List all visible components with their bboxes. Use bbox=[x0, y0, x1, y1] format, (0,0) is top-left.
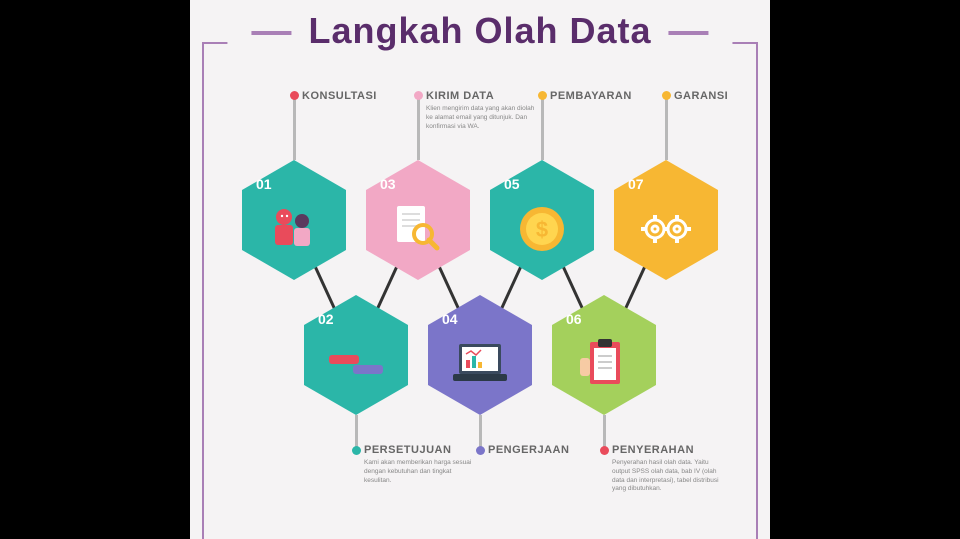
step-hex-07: 07 bbox=[614, 160, 718, 280]
step-desc: Penyerahan hasil olah data. Yaitu output… bbox=[612, 459, 722, 494]
step-hex-01: 01 bbox=[242, 160, 346, 280]
step-label: PEMBAYARAN bbox=[550, 90, 632, 102]
step-number: 01 bbox=[256, 176, 272, 192]
step-desc: Klien mengirim data yang akan diolah ke … bbox=[426, 105, 536, 131]
stem bbox=[355, 415, 358, 450]
step-label: KIRIM DATA bbox=[426, 90, 494, 102]
step-label: GARANSI bbox=[674, 90, 728, 102]
step-label: PENYERAHAN bbox=[612, 444, 694, 456]
page: Langkah Olah Data 01 KONSULTASI 02 PERSETUJ… bbox=[190, 0, 770, 539]
stem-dot bbox=[476, 446, 485, 455]
step-hex-03: 03 bbox=[366, 160, 470, 280]
title-dash-left bbox=[251, 31, 291, 35]
stem-dot bbox=[662, 91, 671, 100]
laptop-icon bbox=[453, 337, 507, 391]
title-text: Langkah Olah Data bbox=[308, 10, 651, 51]
handshake-icon bbox=[329, 337, 383, 391]
stem bbox=[479, 415, 482, 450]
stem-dot bbox=[414, 91, 423, 100]
step-number: 04 bbox=[442, 311, 458, 327]
step-desc: Kami akan memberikan harga sesuai dengan… bbox=[364, 459, 474, 485]
step-label: PENGERJAAN bbox=[488, 444, 569, 456]
step-hex-06: 06 bbox=[552, 295, 656, 415]
svg-text:$: $ bbox=[536, 217, 548, 242]
stem-dot bbox=[600, 446, 609, 455]
coin-icon: $ bbox=[515, 202, 569, 256]
search-doc-icon bbox=[391, 202, 445, 256]
stem-dot bbox=[538, 91, 547, 100]
step-label: KONSULTASI bbox=[302, 90, 377, 102]
stem bbox=[603, 415, 606, 450]
title-dash-right bbox=[669, 31, 709, 35]
stem-dot bbox=[352, 446, 361, 455]
clipboard-icon bbox=[577, 337, 631, 391]
stem bbox=[541, 95, 544, 160]
page-title: Langkah Olah Data bbox=[227, 10, 732, 52]
step-label: PERSETUJUAN bbox=[364, 444, 451, 456]
stem-dot bbox=[290, 91, 299, 100]
step-number: 02 bbox=[318, 311, 334, 327]
step-number: 06 bbox=[566, 311, 582, 327]
step-hex-05: 05 $ bbox=[490, 160, 594, 280]
step-number: 03 bbox=[380, 176, 396, 192]
people-icon bbox=[267, 202, 321, 256]
gears-icon bbox=[639, 202, 693, 256]
stem bbox=[665, 95, 668, 160]
step-number: 07 bbox=[628, 176, 644, 192]
step-hex-02: 02 bbox=[304, 295, 408, 415]
step-hex-04: 04 bbox=[428, 295, 532, 415]
step-number: 05 bbox=[504, 176, 520, 192]
stem bbox=[293, 95, 296, 160]
stem bbox=[417, 95, 420, 160]
